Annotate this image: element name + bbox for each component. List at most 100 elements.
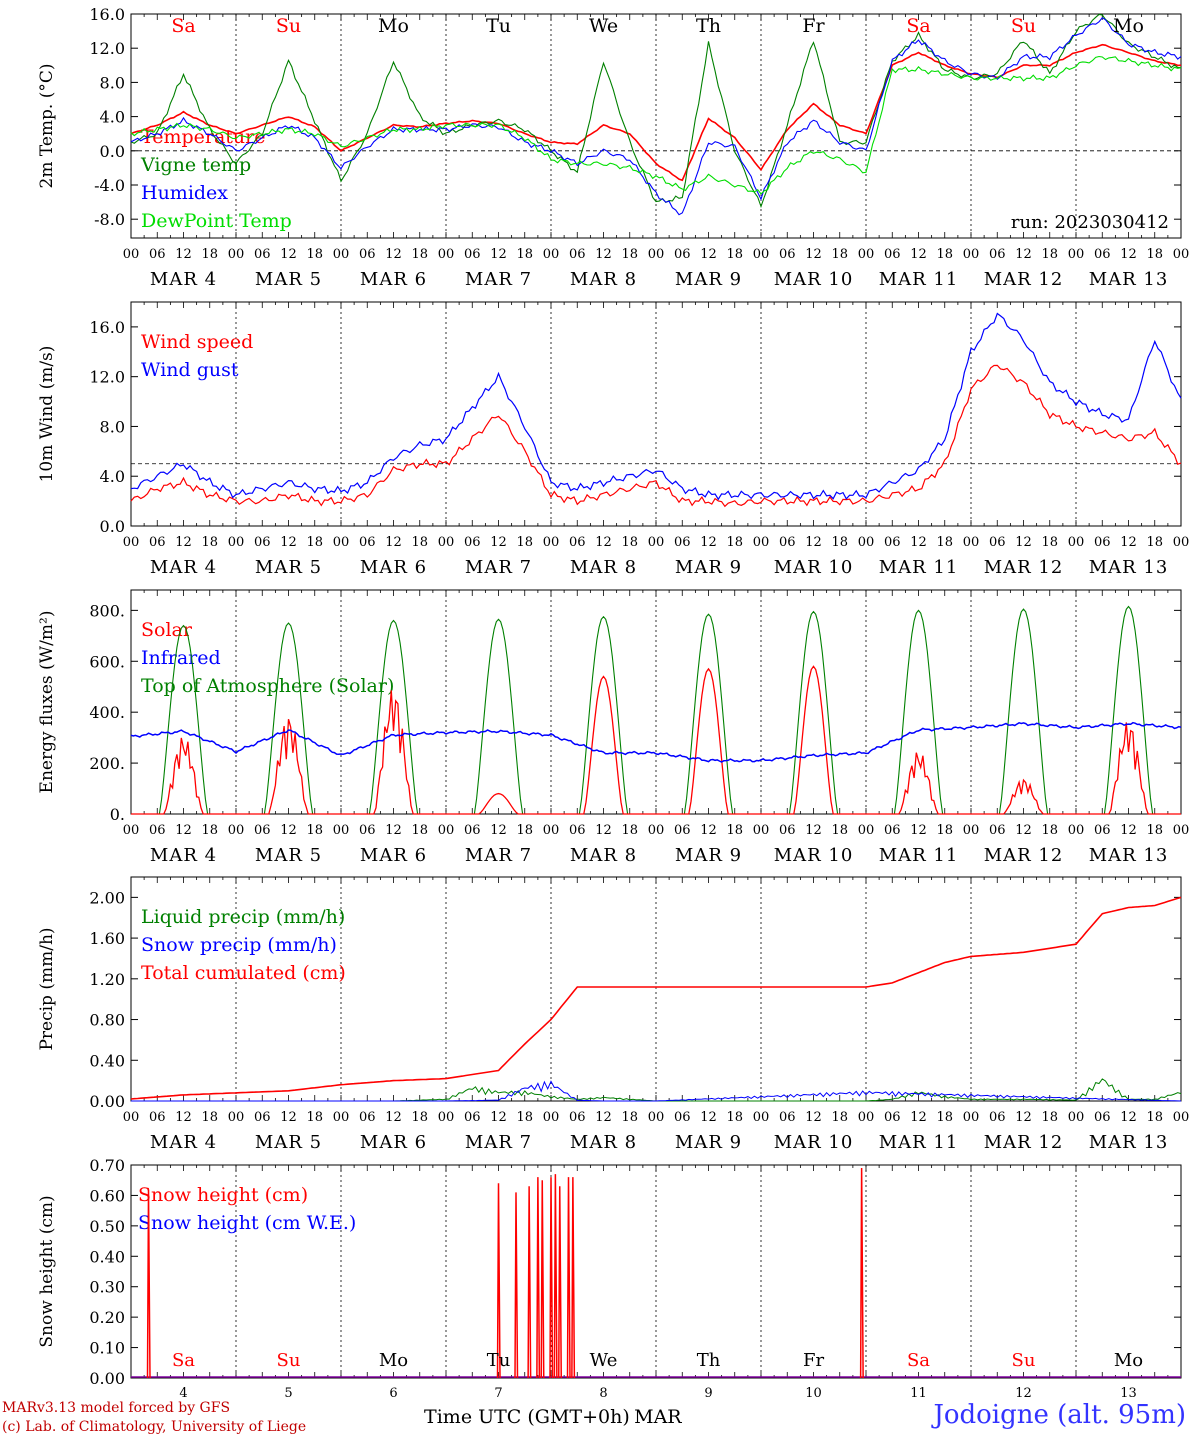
- x-hour-label: 00: [753, 247, 770, 262]
- x-hour-label: 12: [595, 247, 612, 262]
- y-tick-label: 0.0: [100, 517, 125, 536]
- x-hour-label: 12: [700, 1110, 717, 1125]
- x-hour-label: 06: [464, 247, 481, 262]
- x-hour-label: 18: [1146, 1110, 1163, 1125]
- x-hour-label: 06: [149, 823, 166, 838]
- day-name-label: Sa: [907, 1350, 930, 1371]
- y-tick-label: 0.10: [89, 1339, 125, 1358]
- x-hour-label: 06: [989, 535, 1006, 550]
- x-hour-label: 06: [779, 823, 796, 838]
- x-hour-label: 00: [543, 247, 560, 262]
- x-hour-label: 00: [1173, 535, 1190, 550]
- x-hour-label: 00: [123, 247, 140, 262]
- x-hour-label: 12: [490, 535, 507, 550]
- x-hour-label: 06: [569, 535, 586, 550]
- x-hour-label: 18: [726, 823, 743, 838]
- x-hour-label: 00: [648, 535, 665, 550]
- day-name-label: Fr: [803, 1350, 824, 1371]
- series-line-temperature: [130, 43, 1182, 182]
- x-hour-label: 18: [306, 247, 323, 262]
- x-hour-label: 12: [910, 535, 927, 550]
- x-hour-label: 12: [700, 823, 717, 838]
- y-tick-label: 200.: [89, 754, 125, 773]
- y-tick-label: 0.60: [89, 1186, 125, 1205]
- y-tick-label: 0.40: [89, 1051, 125, 1070]
- x-hour-label: 00: [1068, 1110, 1085, 1125]
- x-day-label: MAR 7: [465, 1132, 532, 1153]
- legend-humidex: Humidex: [141, 182, 228, 204]
- x-hour-label: 00: [753, 535, 770, 550]
- x-hour-label: 12: [595, 535, 612, 550]
- x-hour-label: 06: [1094, 823, 1111, 838]
- y-axis-label: 2m Temp. (°C): [37, 63, 57, 188]
- x-hour-label: 12: [700, 247, 717, 262]
- snow-height-spike: [549, 1177, 554, 1379]
- x-hour-label: 06: [464, 823, 481, 838]
- x-day-label: MAR 6: [360, 269, 427, 290]
- x-hour-label: 00: [438, 247, 455, 262]
- x-day-label: MAR 4: [150, 269, 217, 290]
- x-day-label: MAR 12: [984, 269, 1064, 290]
- x-hour-label: 18: [726, 535, 743, 550]
- x-hour-label: 12: [490, 823, 507, 838]
- x-day-label: MAR 10: [774, 1132, 854, 1153]
- x-day-label: MAR 8: [570, 845, 637, 866]
- day-name-label: Su: [1011, 15, 1036, 37]
- x-hour-label: 06: [884, 535, 901, 550]
- x-hour-label: 00: [1068, 535, 1085, 550]
- x-hour-label: 06: [674, 823, 691, 838]
- x-day-label: MAR 7: [465, 557, 532, 578]
- x-hour-label: 00: [1173, 1110, 1190, 1125]
- x-hour-label: 12: [1015, 535, 1032, 550]
- x-hour-label: 00: [228, 823, 245, 838]
- x-hour-label: 12: [385, 535, 402, 550]
- x-hour-label: 18: [516, 247, 533, 262]
- x-hour-label: 06: [569, 247, 586, 262]
- x-hour-label: 06: [1094, 247, 1111, 262]
- x-hour-label: 06: [254, 247, 271, 262]
- x-day-number: 9: [704, 1386, 712, 1401]
- x-day-label: MAR 9: [675, 1132, 742, 1153]
- x-day-label: MAR 10: [774, 845, 854, 866]
- snow-height-spike: [496, 1183, 501, 1379]
- x-day-label: MAR 9: [675, 269, 742, 290]
- snow-height-spike: [553, 1174, 558, 1379]
- y-tick-label: 0.0: [100, 142, 125, 161]
- x-hour-label: 12: [1120, 535, 1137, 550]
- x-hour-label: 00: [963, 247, 980, 262]
- series-line-wind-gust: [130, 312, 1182, 501]
- x-hour-label: 06: [779, 247, 796, 262]
- x-hour-label: 18: [831, 1110, 848, 1125]
- y-tick-label: 1.20: [89, 970, 125, 989]
- day-name-label: Th: [696, 15, 721, 37]
- x-hour-label: 00: [1173, 823, 1190, 838]
- legend-snow-height-cm: Snow height (cm): [138, 1184, 308, 1206]
- x-hour-label: 12: [1015, 823, 1032, 838]
- x-day-label: MAR 6: [360, 557, 427, 578]
- y-tick-label: 0.30: [89, 1278, 125, 1297]
- x-day-label: MAR 8: [570, 557, 637, 578]
- x-hour-label: 00: [963, 535, 980, 550]
- x-hour-label: 18: [411, 247, 428, 262]
- x-hour-label: 18: [201, 823, 218, 838]
- y-tick-label: 4.0: [100, 467, 125, 486]
- x-day-label: MAR 5: [255, 845, 322, 866]
- y-tick-label: 0.50: [89, 1217, 125, 1236]
- y-tick-label: 0.40: [89, 1247, 125, 1266]
- x-hour-label: 18: [306, 535, 323, 550]
- x-hour-label: 00: [1173, 247, 1190, 262]
- x-day-label: MAR 5: [255, 269, 322, 290]
- x-hour-label: 18: [411, 823, 428, 838]
- x-day-label: MAR 7: [465, 845, 532, 866]
- day-name-label: Mo: [1114, 1350, 1143, 1371]
- day-name-label: Su: [277, 1350, 301, 1371]
- x-hour-label: 06: [884, 823, 901, 838]
- day-name-label: Su: [276, 15, 301, 37]
- snow-height-spike: [146, 1189, 151, 1379]
- x-day-label: MAR 6: [360, 845, 427, 866]
- x-hour-label: 00: [438, 1110, 455, 1125]
- x-hour-label: 00: [1068, 247, 1085, 262]
- x-hour-label: 18: [516, 1110, 533, 1125]
- x-hour-label: 00: [228, 535, 245, 550]
- x-hour-label: 12: [1120, 823, 1137, 838]
